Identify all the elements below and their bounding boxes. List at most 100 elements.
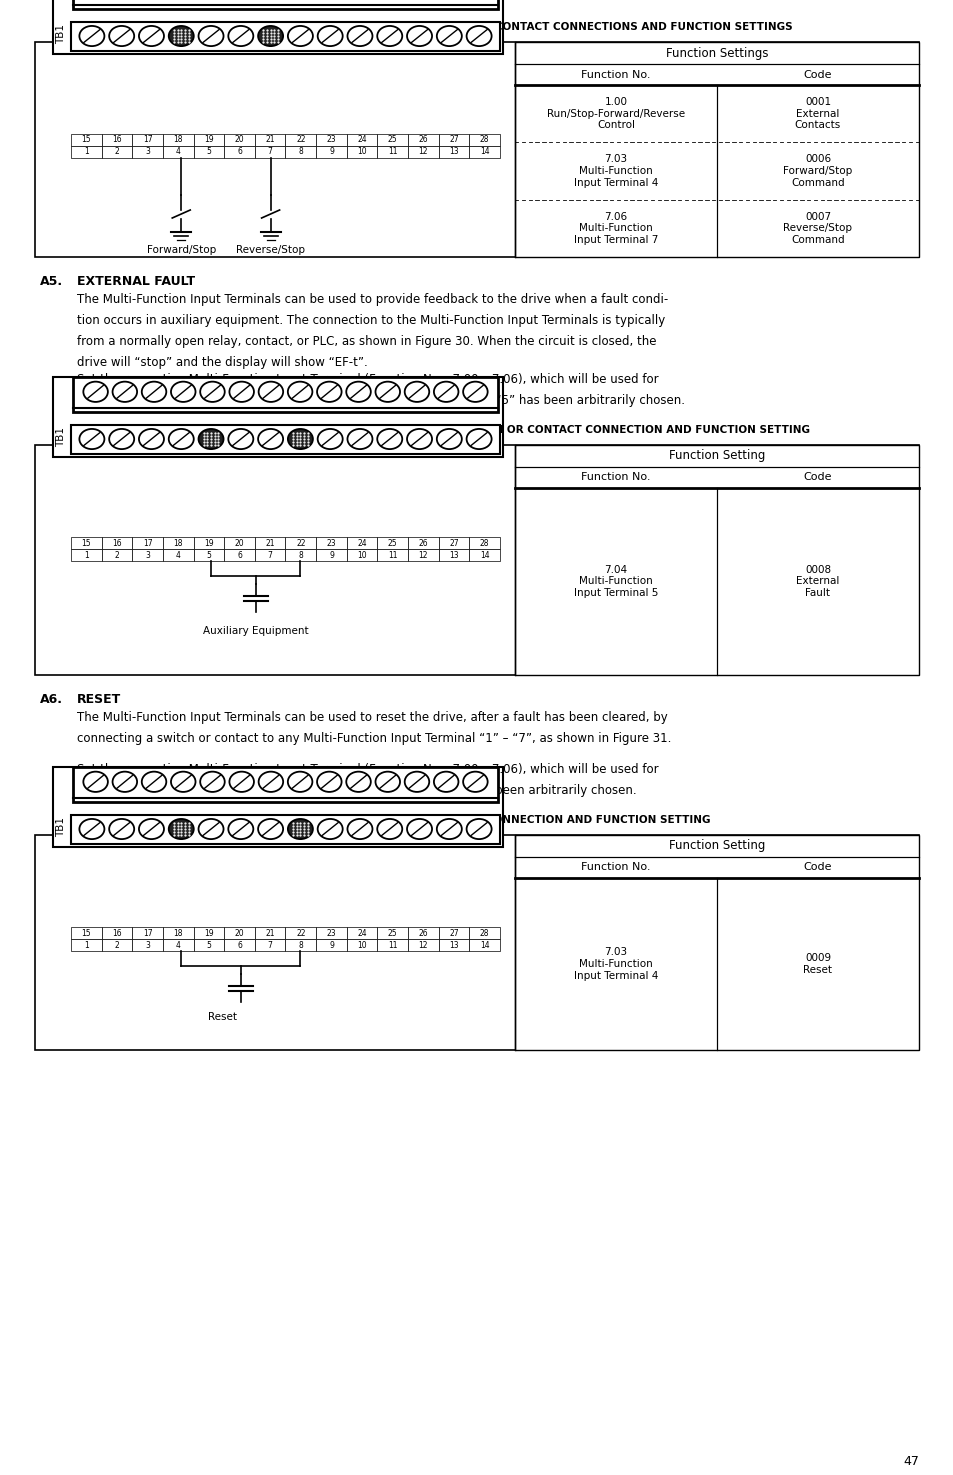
Text: 4: 4 (175, 148, 180, 156)
Bar (71, 134, 102, 146)
Bar (285, 146, 315, 158)
Text: 7: 7 (268, 148, 273, 156)
Bar (408, 926, 438, 940)
Ellipse shape (198, 429, 223, 448)
Bar (377, 537, 408, 549)
Bar (71, 549, 102, 560)
Ellipse shape (375, 382, 399, 401)
Text: 3: 3 (145, 941, 150, 950)
Text: 16: 16 (112, 136, 122, 145)
Text: The Multi-Function Input Terminals can be used to reset the drive, after a fault: The Multi-Function Input Terminals can b… (77, 711, 671, 745)
Ellipse shape (139, 819, 164, 839)
Ellipse shape (376, 819, 402, 839)
Text: 13: 13 (449, 941, 458, 950)
Text: 12: 12 (418, 550, 428, 559)
Ellipse shape (288, 382, 312, 401)
Ellipse shape (466, 27, 491, 46)
Text: 28: 28 (479, 136, 489, 145)
Text: 1: 1 (84, 550, 89, 559)
Text: 11: 11 (388, 941, 397, 950)
Bar (163, 134, 193, 146)
Bar (193, 537, 224, 549)
Text: 22: 22 (295, 928, 305, 938)
Bar (224, 134, 254, 146)
Bar (224, 549, 254, 560)
Text: 1: 1 (84, 148, 89, 156)
Bar (285, 134, 315, 146)
Text: 8: 8 (298, 941, 303, 950)
Text: 7.03
Multi-Function
Input Terminal 4: 7.03 Multi-Function Input Terminal 4 (573, 947, 658, 981)
Text: 27: 27 (449, 136, 458, 145)
Bar (102, 926, 132, 940)
Text: Function Setting: Function Setting (668, 450, 764, 463)
Ellipse shape (83, 382, 108, 401)
Text: 25: 25 (388, 928, 397, 938)
Text: 0008
External
Fault: 0008 External Fault (796, 565, 839, 597)
Bar (438, 537, 469, 549)
Bar (132, 134, 163, 146)
Text: 16: 16 (112, 538, 122, 547)
Bar (254, 549, 285, 560)
Ellipse shape (346, 771, 371, 792)
Ellipse shape (198, 27, 223, 46)
Bar (132, 940, 163, 951)
Text: 18: 18 (173, 928, 183, 938)
Bar (254, 146, 285, 158)
Ellipse shape (169, 819, 193, 839)
Bar (469, 549, 499, 560)
Ellipse shape (347, 27, 372, 46)
Text: 26: 26 (418, 928, 428, 938)
Bar (102, 549, 132, 560)
Bar (377, 549, 408, 560)
Text: 10: 10 (357, 148, 367, 156)
Ellipse shape (376, 429, 402, 448)
Text: Function Settings: Function Settings (665, 47, 767, 59)
Text: 2: 2 (114, 550, 119, 559)
Bar (254, 537, 285, 549)
Bar (469, 134, 499, 146)
Bar (315, 146, 347, 158)
Bar (132, 146, 163, 158)
Text: Code: Code (803, 472, 831, 482)
Bar (408, 146, 438, 158)
Bar (193, 549, 224, 560)
Ellipse shape (258, 27, 283, 46)
Text: EXTERNAL FAULT: EXTERNAL FAULT (77, 274, 195, 288)
Ellipse shape (169, 429, 193, 448)
Ellipse shape (142, 382, 166, 401)
Text: 47: 47 (902, 1454, 918, 1468)
Text: 19: 19 (204, 538, 213, 547)
Bar (35, 41, 918, 257)
Text: 7.04
Multi-Function
Input Terminal 5: 7.04 Multi-Function Input Terminal 5 (573, 565, 658, 597)
Bar (377, 146, 408, 158)
Bar (53, 378, 502, 457)
Ellipse shape (258, 382, 283, 401)
Text: 17: 17 (143, 136, 152, 145)
Ellipse shape (316, 771, 341, 792)
Bar (224, 537, 254, 549)
Bar (347, 926, 377, 940)
Ellipse shape (436, 27, 461, 46)
Bar (285, 549, 315, 560)
Text: Function No.: Function No. (580, 863, 650, 873)
Text: 4: 4 (175, 550, 180, 559)
Text: 8: 8 (298, 550, 303, 559)
Text: Reverse/Stop: Reverse/Stop (235, 245, 305, 255)
Text: 22: 22 (295, 136, 305, 145)
Bar (163, 940, 193, 951)
Bar (224, 940, 254, 951)
Text: Reset: Reset (208, 1012, 237, 1022)
Ellipse shape (258, 819, 283, 839)
Bar (347, 134, 377, 146)
Text: Auxiliary Equipment: Auxiliary Equipment (203, 625, 308, 636)
Ellipse shape (142, 771, 166, 792)
Text: 19: 19 (204, 928, 213, 938)
Text: FIGURE 31 – RESET SWITCH OR CONTACT CONNECTION AND FUNCTION SETTING: FIGURE 31 – RESET SWITCH OR CONTACT CONN… (243, 816, 710, 825)
Ellipse shape (407, 429, 432, 448)
Ellipse shape (109, 429, 134, 448)
Ellipse shape (347, 819, 372, 839)
Text: 6: 6 (237, 941, 242, 950)
Text: TB1: TB1 (56, 817, 66, 836)
Text: 11: 11 (388, 550, 397, 559)
Bar (132, 926, 163, 940)
